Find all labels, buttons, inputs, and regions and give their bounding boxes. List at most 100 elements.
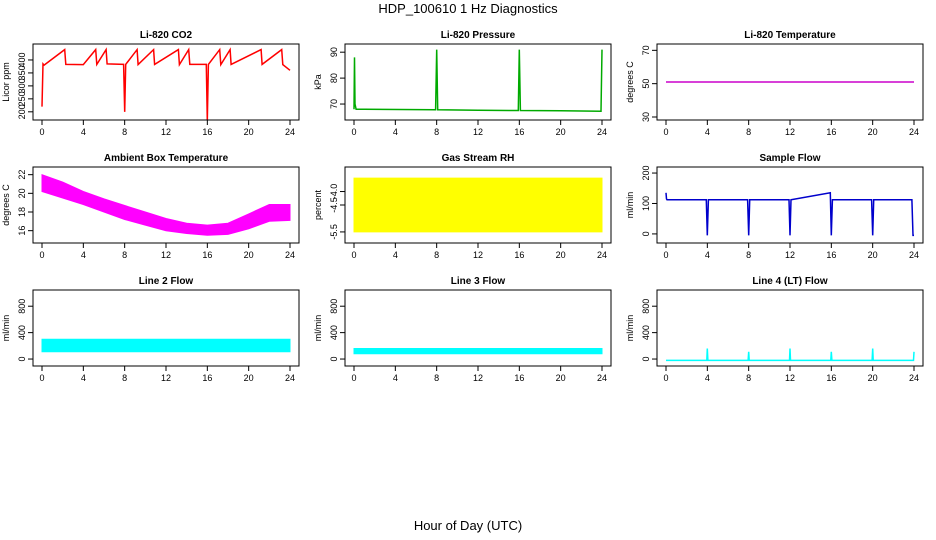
panel-title: Li-820 CO2 [140,30,193,41]
x-tick-label: 16 [202,373,212,383]
x-tick-label: 8 [746,127,751,137]
series-line [41,47,291,120]
panel-title: Line 3 Flow [451,276,506,287]
y-axis-label: degrees C [625,61,635,103]
x-tick-label: 24 [285,250,295,260]
x-axis-label: Hour of Day (UTC) [413,518,523,533]
y-axis-label: ml/min [313,315,323,342]
y-tick-label: 90 [329,47,339,57]
x-tick-label: 20 [868,250,878,260]
panel-title: Li-820 Pressure [441,30,516,41]
plot-area [41,338,291,353]
y-tick-label: 22 [17,170,27,180]
x-tick-label: 0 [663,127,668,137]
x-tick-label: 0 [39,250,44,260]
y-tick-label: 18 [17,207,27,217]
y-tick-label: 50 [641,79,651,89]
x-tick-label: 24 [597,127,607,137]
x-tick-label: 20 [868,373,878,383]
y-tick-label: -4.0 [329,184,339,200]
panel-2: Li-820 Pressure kPa 0 4 8 12 16 20 24 70 80 90 [313,30,612,137]
x-tick-label: 4 [81,127,86,137]
plot-area [353,49,603,113]
series-line [353,49,603,113]
plot-frame [32,166,300,244]
panel-title: Line 4 (LT) Flow [752,276,828,287]
y-tick-label: 400 [329,325,339,340]
plot-area [353,177,603,233]
plot-area [665,191,914,237]
plot-area [353,348,603,355]
y-axis-label: percent [313,189,323,220]
y-tick-label: 200 [641,166,651,181]
y-axis-label: kPa [313,74,323,90]
x-tick-label: 0 [351,127,356,137]
plot-area [41,47,291,120]
series-line [666,348,915,362]
x-tick-label: 20 [244,373,254,383]
x-tick-label: 24 [597,250,607,260]
x-tick-label: 12 [785,250,795,260]
y-axis-label: ml/min [1,315,11,342]
x-tick-label: 20 [868,127,878,137]
y-tick-label: -5.5 [329,224,339,240]
x-tick-label: 0 [663,250,668,260]
y-tick-label: 300 [17,78,27,93]
y-tick-label: 250 [17,91,27,106]
figure-title: HDP_100610 1 Hz Diagnostics [378,1,558,16]
panel-6: Sample Flow ml/min 0 4 8 12 16 20 24 0 100 200 [625,153,924,260]
x-tick-label: 24 [909,250,919,260]
x-tick-label: 16 [202,250,212,260]
y-tick-label: 350 [17,65,27,80]
y-tick-label: 20 [17,188,27,198]
x-tick-label: 24 [597,373,607,383]
x-tick-label: 0 [663,373,668,383]
x-tick-label: 16 [202,127,212,137]
x-tick-label: 4 [705,250,710,260]
panel-title: Line 2 Flow [139,276,194,287]
x-tick-label: 24 [909,373,919,383]
x-tick-label: 8 [122,373,127,383]
y-tick-label: 0 [641,231,651,236]
x-tick-label: 24 [285,127,295,137]
x-tick-label: 12 [161,373,171,383]
y-tick-label: 800 [641,299,651,314]
series-line [665,191,914,237]
panel-title: Sample Flow [759,153,820,164]
panel-9: Line 4 (LT) Flow ml/min 0 4 8 12 16 20 24 0 400 800 [625,276,924,383]
y-axis-label: Licor ppm [1,62,11,102]
y-tick-label: 0 [641,357,651,362]
y-tick-label: 800 [329,299,339,314]
x-tick-label: 0 [351,373,356,383]
x-tick-label: 20 [244,127,254,137]
x-tick-label: 4 [705,373,710,383]
y-tick-label: 800 [17,299,27,314]
x-tick-label: 8 [434,373,439,383]
panel-8: Line 3 Flow ml/min 0 4 8 12 16 20 24 0 400 800 [313,276,612,383]
x-tick-label: 8 [122,127,127,137]
x-tick-label: 8 [746,250,751,260]
x-tick-label: 12 [473,250,483,260]
series-band [353,348,603,355]
panel-1: Li-820 CO2 Licor ppm 0 4 8 12 16 20 24 2002503003… [1,30,300,137]
x-tick-label: 4 [81,373,86,383]
series-band [353,177,603,233]
y-axis-label: ml/min [625,315,635,342]
x-tick-label: 12 [785,127,795,137]
x-tick-label: 20 [556,373,566,383]
plot-area [666,348,915,362]
plot-frame [344,289,612,367]
panel-title: Ambient Box Temperature [104,153,229,164]
y-tick-label: 70 [329,99,339,109]
plot-frame [32,289,300,367]
x-tick-label: 0 [39,127,44,137]
x-tick-label: 16 [826,127,836,137]
y-tick-label: 16 [17,226,27,236]
y-tick-label: 400 [17,52,27,67]
panel-3: Li-820 Temperature degrees C 0 4 8 12 16 20 24 30… [625,30,924,137]
y-tick-label: -4.5 [329,197,339,213]
x-tick-label: 24 [285,373,295,383]
panel-title: Li-820 Temperature [744,30,836,41]
x-tick-label: 20 [244,250,254,260]
